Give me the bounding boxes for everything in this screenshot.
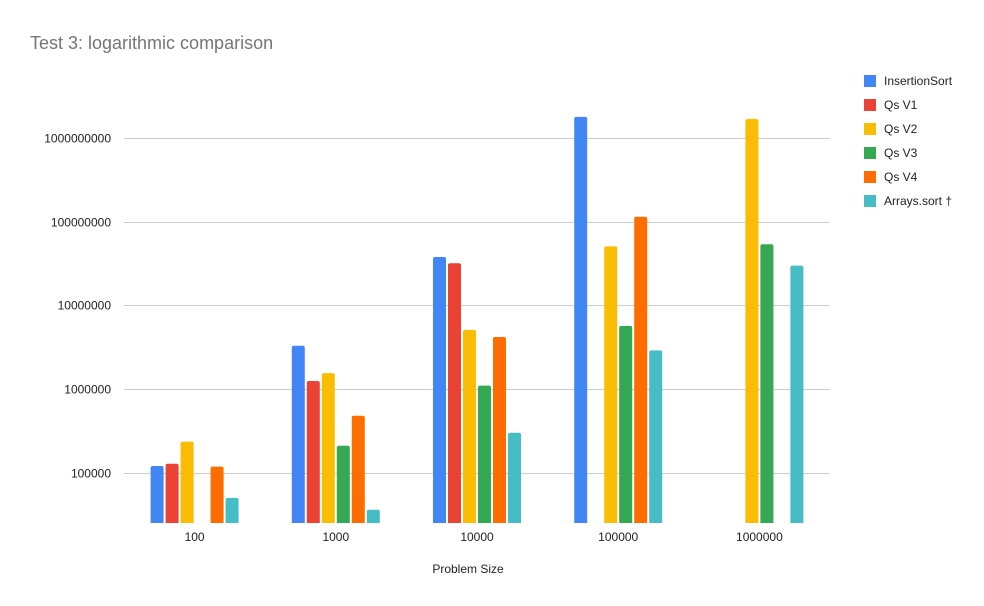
bar-qs-v2-1000000 <box>745 119 759 523</box>
bar-arrays-sort-100000 <box>649 350 663 523</box>
legend-label: Arrays.sort † <box>884 194 952 208</box>
bar-insertionsort-100 <box>150 466 164 523</box>
bar-qs-v2-10000 <box>463 329 476 523</box>
gridlines <box>124 138 830 474</box>
bar-insertionsort-10000 <box>433 256 446 523</box>
bar-qs-v1-10000 <box>448 263 461 523</box>
legend-swatch <box>864 171 876 183</box>
x-tick-label: 1000 <box>322 530 349 544</box>
y-tick-label: 1000000000 <box>44 132 111 146</box>
legend-swatch <box>864 123 876 135</box>
x-tick-label: 10000 <box>460 530 494 544</box>
bar-qs-v2-1000 <box>321 373 335 523</box>
bar-arrays-sort-100 <box>225 497 239 523</box>
bar-qs-v3-1000 <box>336 445 350 523</box>
bar-qs-v1-1000 <box>306 380 320 523</box>
x-tick-label: 100000 <box>598 530 638 544</box>
y-tick-label: 1000000 <box>64 383 111 397</box>
bar-qs-v2-100 <box>180 441 194 523</box>
legend-swatch <box>864 147 876 159</box>
legend-label: Qs V3 <box>884 146 918 160</box>
legend-label: Qs V1 <box>884 98 918 112</box>
legend-label: Qs V4 <box>884 170 918 184</box>
x-tick-label: 1000000 <box>736 530 783 544</box>
bar-qs-v2-100000 <box>604 246 618 523</box>
bar-qs-v3-1000000 <box>760 244 774 523</box>
bar-qs-v3-100000 <box>619 325 633 523</box>
legend-swatch <box>864 75 876 87</box>
chart-title: Test 3: logarithmic comparison <box>30 33 273 53</box>
x-axis-ticks: 100 1000 10000 100000 1000000 <box>185 530 783 544</box>
bar-qs-v3-10000 <box>478 385 491 523</box>
legend-label: InsertionSort <box>884 74 953 88</box>
bar-qs-v4-100 <box>210 466 224 523</box>
bar-qs-v4-10000 <box>493 336 506 523</box>
x-tick-label: 100 <box>185 530 205 544</box>
legend-label: Qs V2 <box>884 122 918 136</box>
bar-qs-v1-100 <box>165 463 179 523</box>
y-tick-label: 100000000 <box>51 216 111 230</box>
bar-arrays-sort-10000 <box>508 432 521 523</box>
x-axis-title: Problem Size <box>432 562 504 576</box>
y-axis-ticks: 100000 1000000 10000000 100000000 1000000000 <box>44 132 111 481</box>
y-tick-label: 100000 <box>71 467 111 481</box>
bar-qs-v4-100000 <box>634 216 648 523</box>
bars <box>150 116 804 523</box>
y-tick-label: 10000000 <box>58 299 112 313</box>
bar-arrays-sort-1000000 <box>790 265 804 523</box>
bar-insertionsort-1000 <box>291 345 305 523</box>
bar-insertionsort-100000 <box>574 116 588 523</box>
bar-qs-v4-1000 <box>351 415 365 523</box>
bar-arrays-sort-1000 <box>366 509 380 523</box>
legend-swatch <box>864 99 876 111</box>
legend-swatch <box>864 195 876 207</box>
legend: InsertionSort Qs V1 Qs V2 Qs V3 Qs V4 Arrays.… <box>864 74 953 208</box>
